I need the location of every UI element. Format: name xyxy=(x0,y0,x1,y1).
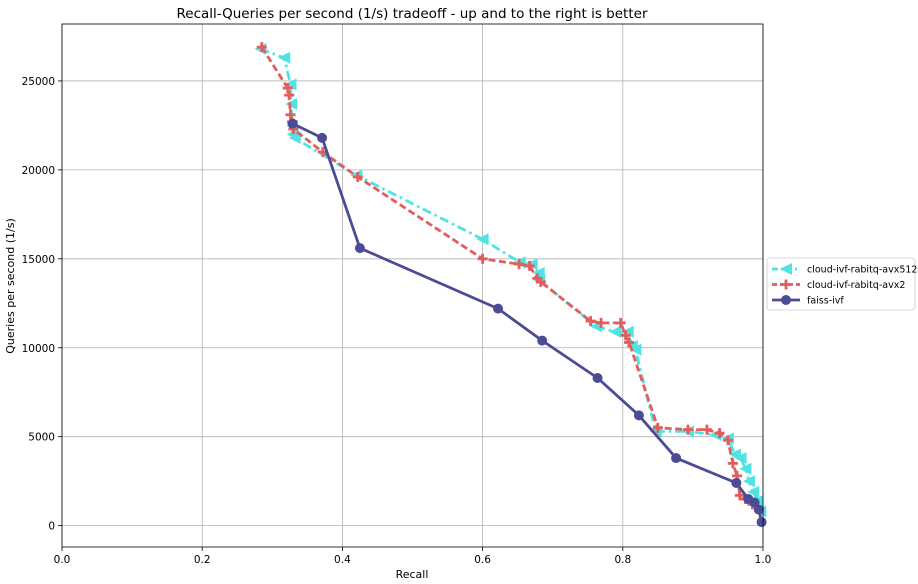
series-faiss-ivf xyxy=(287,118,767,528)
data-point xyxy=(731,477,742,488)
data-point xyxy=(477,253,488,264)
data-point xyxy=(727,458,738,469)
series-line xyxy=(260,46,754,506)
data-point xyxy=(756,517,767,528)
data-point xyxy=(722,435,733,446)
data-point xyxy=(621,325,634,338)
x-tick-label: 1.0 xyxy=(755,554,772,566)
data-point xyxy=(739,462,752,475)
series-layer xyxy=(254,42,767,528)
legend-marker xyxy=(780,263,792,275)
legend-frame xyxy=(766,257,916,311)
grid-lines xyxy=(61,24,764,547)
y-tick-label: 25000 xyxy=(22,76,55,88)
x-tick-label: 0.8 xyxy=(614,554,631,566)
data-point xyxy=(537,335,548,346)
legend-item: cloud-ivf-rabitq-avx2 xyxy=(772,279,905,291)
data-point xyxy=(354,243,365,254)
data-point xyxy=(317,132,328,143)
data-point xyxy=(671,453,682,464)
data-point xyxy=(287,118,298,129)
data-point xyxy=(285,98,298,111)
y-tick-label: 0 xyxy=(48,521,55,533)
legend-item: faiss-ivf xyxy=(772,295,844,307)
legend-label: cloud-ivf-rabitq-avx2 xyxy=(807,280,905,291)
data-point xyxy=(615,317,626,328)
data-point xyxy=(620,330,631,341)
data-point xyxy=(585,316,596,327)
data-point xyxy=(352,171,363,182)
data-point xyxy=(734,452,747,465)
data-point xyxy=(714,428,725,439)
data-point xyxy=(535,276,546,287)
y-tick-label: 5000 xyxy=(28,432,55,444)
x-tick-label: 0.4 xyxy=(334,554,351,566)
x-tick-label: 0.6 xyxy=(474,554,491,566)
data-point xyxy=(284,78,297,91)
data-point xyxy=(284,90,295,101)
data-point xyxy=(476,233,489,246)
data-point xyxy=(734,490,745,501)
series-cloud-ivf-rabitq-avx512 xyxy=(254,42,767,518)
x-axis-ticks: 0.0 0.2 0.4 0.6 0.8 1.0 xyxy=(54,547,772,566)
series-line xyxy=(291,122,763,523)
data-point xyxy=(256,42,267,53)
data-point xyxy=(592,373,603,384)
data-point xyxy=(596,317,607,328)
x-tick-label: 0.0 xyxy=(54,554,71,566)
x-tick-label: 0.2 xyxy=(194,554,211,566)
legend-marker xyxy=(781,295,791,305)
data-point xyxy=(747,485,760,498)
legend-label: cloud-ivf-rabitq-avx512 xyxy=(807,265,917,276)
y-axis-ticks: 0 5000 10000 15000 20000 25000 xyxy=(22,76,62,533)
y-tick-label: 10000 xyxy=(22,343,55,355)
legend-marker xyxy=(781,279,791,290)
data-point xyxy=(514,259,525,270)
data-point xyxy=(288,131,301,144)
legend-item: cloud-ivf-rabitq-avx512 xyxy=(772,263,917,276)
y-tick-label: 15000 xyxy=(22,254,55,266)
data-point xyxy=(742,475,755,488)
x-axis-label: Recall xyxy=(396,568,429,581)
data-point xyxy=(524,260,535,271)
legend-label: faiss-ivf xyxy=(807,296,844,307)
data-point xyxy=(652,422,663,433)
data-point xyxy=(753,504,764,515)
y-tick-label: 20000 xyxy=(22,165,55,177)
data-point xyxy=(701,424,712,435)
data-point xyxy=(282,83,293,94)
chart-title: Recall-Queries per second (1/s) tradeoff… xyxy=(176,6,647,22)
series-cloud-ivf-rabitq-avx2 xyxy=(256,42,758,510)
plot-frame xyxy=(61,23,764,548)
data-point xyxy=(682,424,693,435)
legend: cloud-ivf-rabitq-avx512 cloud-ivf-rabitq-… xyxy=(766,257,917,311)
data-point xyxy=(493,303,504,314)
data-point xyxy=(285,109,296,120)
y-axis-label: Queries per second (1/s) xyxy=(4,218,17,354)
data-point xyxy=(624,337,635,348)
data-point xyxy=(609,325,622,338)
data-point xyxy=(633,410,644,421)
data-point xyxy=(629,343,642,356)
data-point xyxy=(525,258,538,271)
series-line xyxy=(259,47,762,512)
data-point xyxy=(278,51,291,64)
